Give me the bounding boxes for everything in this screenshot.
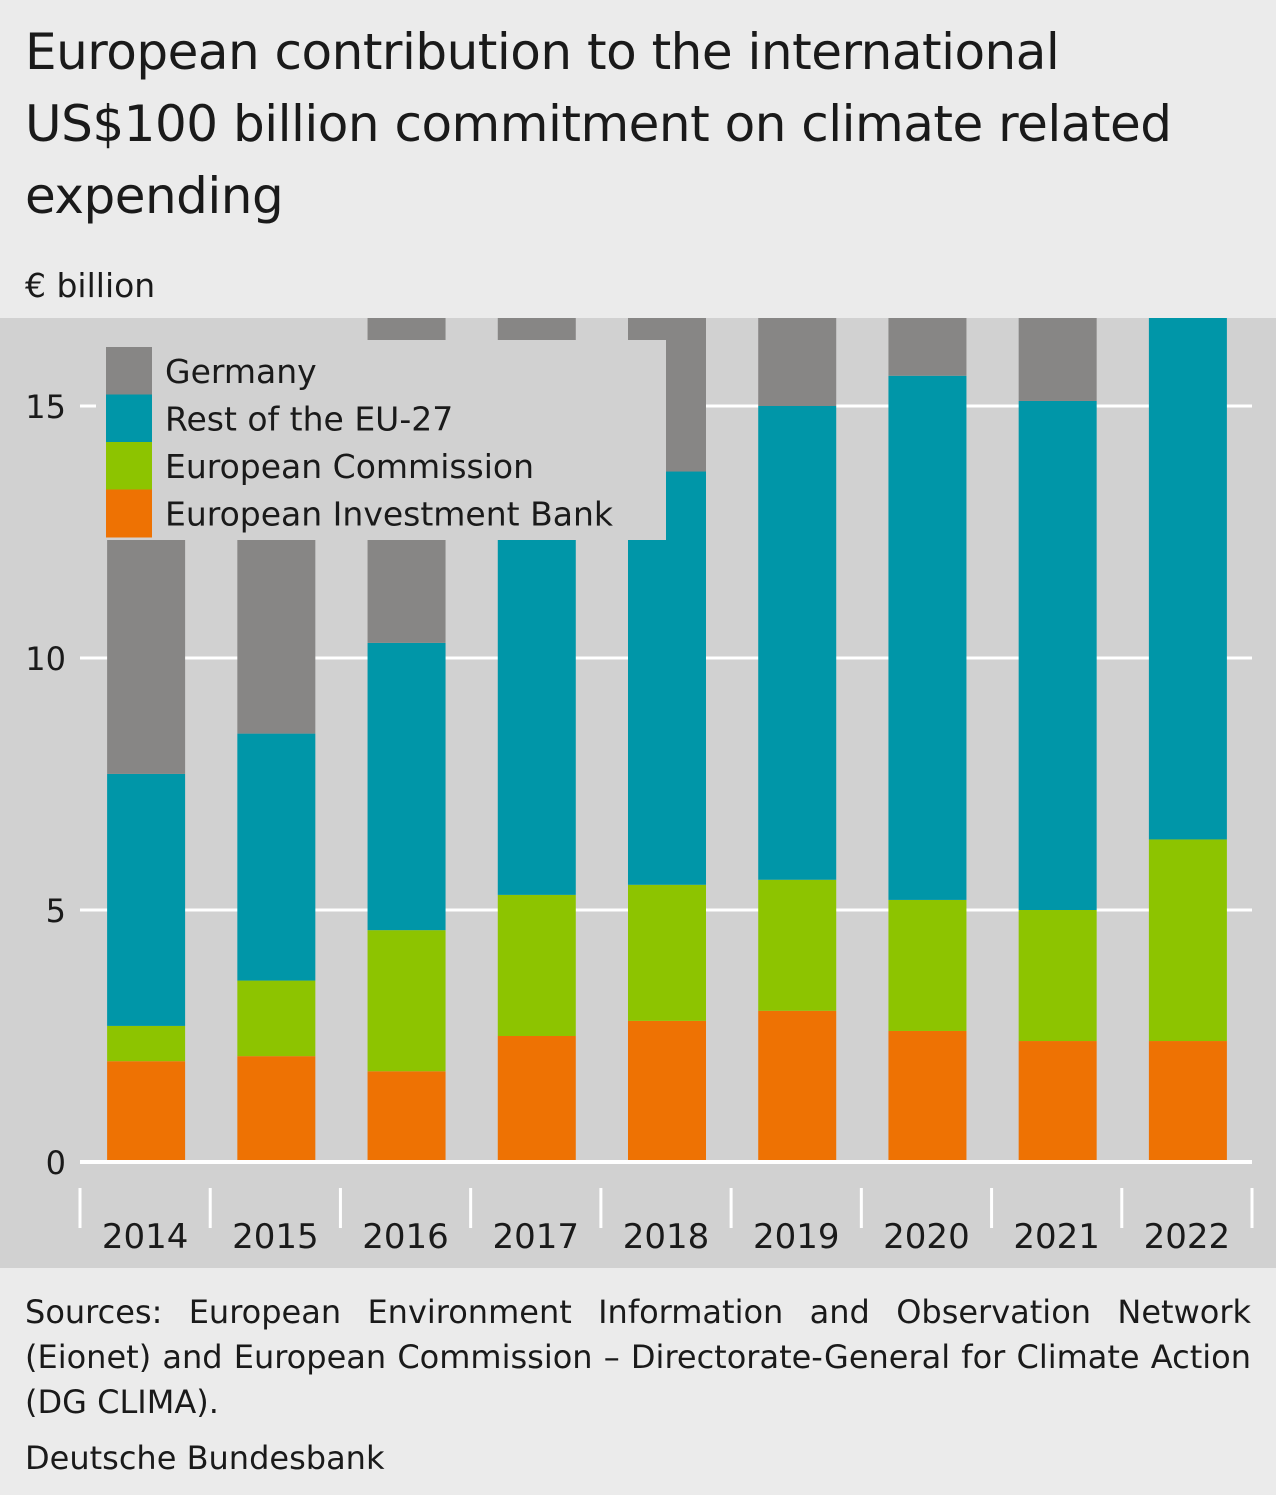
y-axis-ticks: 051015202530 [25,388,66,1182]
bar-segment-european-investment-bank-2018 [628,1020,706,1162]
sources-note: Sources: European Environment Informatio… [25,1293,1251,1421]
chart-title: European contribution to the internation… [25,23,1172,225]
bar-segment-european-commission-2022 [1148,839,1227,1042]
bar-segment-rest-of-the-eu-27-2022 [1148,318,1227,840]
bar-segment-european-investment-bank-2022 [1148,1041,1227,1162]
x-tick-label: 2016 [362,1217,449,1257]
y-tick-label: 0 [46,1144,66,1182]
bar-segment-european-commission-2016 [367,930,446,1072]
legend-label: European Commission [165,447,534,486]
y-tick-label: 5 [46,892,66,930]
bar-segment-rest-of-the-eu-27-2018 [628,471,706,885]
bar-segment-european-commission-2018 [628,884,706,1021]
legend-swatch [106,489,152,538]
bar-segment-rest-of-the-eu-27-2014 [107,773,186,1026]
bar-segment-germany-2019 [758,318,837,406]
bar-segment-european-investment-bank-2021 [1018,1041,1097,1162]
x-tick-label: 2018 [623,1217,710,1257]
legend-swatch [106,442,152,490]
bar-segment-european-investment-bank-2014 [107,1061,186,1162]
bar-segment-rest-of-the-eu-27-2021 [1018,400,1097,910]
bar-segment-germany-2021 [1018,318,1097,401]
bar-segment-european-commission-2019 [758,879,837,1011]
legend-swatch [106,347,152,395]
bar-segment-european-investment-bank-2015 [237,1056,316,1162]
x-tick-label: 2022 [1144,1217,1231,1257]
x-tick-label: 2021 [1013,1217,1100,1257]
x-tick-label: 2020 [883,1217,970,1257]
legend: Germany Rest of the EU-27 European Commiss… [96,340,666,540]
bar-segment-european-investment-bank-2019 [758,1010,837,1162]
bar-segment-european-investment-bank-2017 [497,1036,576,1162]
legend-swatch [106,394,152,443]
x-axis: 2014 2015 2016 2017 2018 2019 2020 2021 2022 [78,1160,1254,1257]
x-tick-label: 2019 [753,1217,840,1257]
y-tick-label: 15 [25,388,66,426]
bar-segment-european-commission-2014 [107,1025,186,1062]
y-tick-label: 10 [25,640,66,678]
bars [107,318,1227,1162]
bar-segment-rest-of-the-eu-27-2016 [367,642,446,931]
unit-label: € billion [25,266,156,305]
bar-segment-european-commission-2017 [497,894,576,1036]
bar-segment-european-investment-bank-2020 [888,1030,967,1162]
publisher-label: Deutsche Bundesbank [25,1439,385,1477]
x-tick-label: 2014 [102,1217,189,1257]
bar-segment-european-commission-2020 [888,899,967,1031]
bar-segment-germany-2020 [888,318,967,376]
legend-background [96,340,666,540]
x-tick-label: 2017 [493,1217,580,1257]
bar-segment-rest-of-the-eu-27-2017 [497,532,576,895]
bar-segment-european-investment-bank-2016 [367,1071,446,1162]
legend-label: Rest of the EU-27 [165,400,453,439]
bar-segment-germany-2014 [107,516,186,774]
bar-segment-european-commission-2021 [1018,910,1097,1042]
bar-segment-european-commission-2015 [237,980,316,1057]
bar-segment-rest-of-the-eu-27-2020 [888,375,967,900]
legend-label: European Investment Bank [165,495,614,534]
x-tick-label: 2015 [232,1217,319,1257]
bar-segment-rest-of-the-eu-27-2019 [758,406,837,880]
bar-segment-rest-of-the-eu-27-2015 [237,733,316,981]
legend-label: Germany [165,352,317,391]
